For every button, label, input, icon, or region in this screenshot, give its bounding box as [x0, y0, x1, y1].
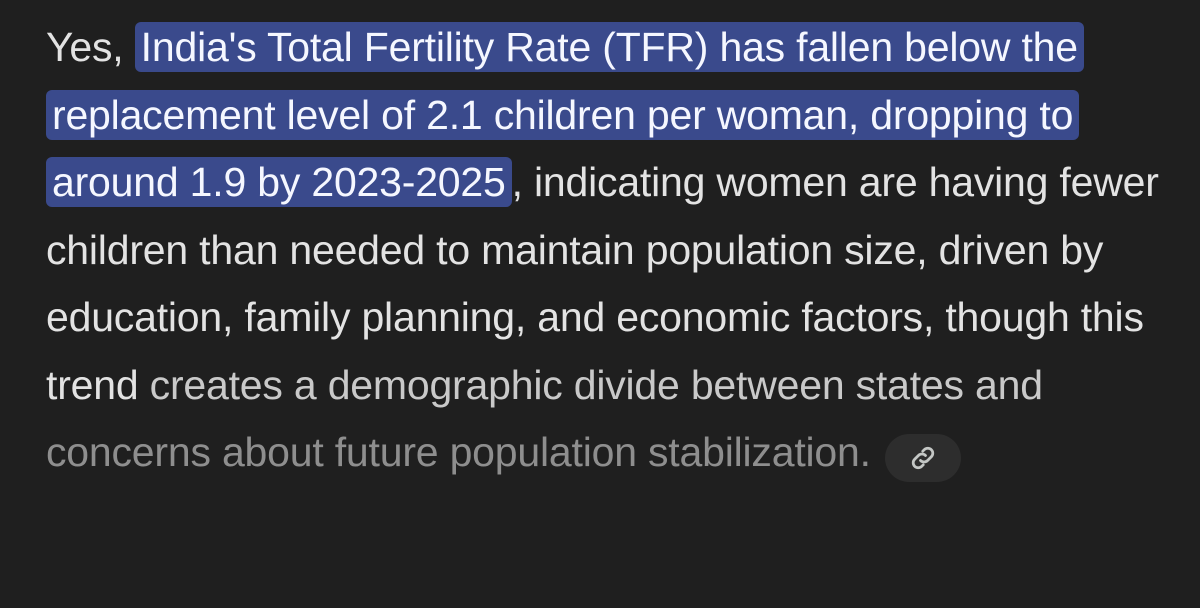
answer-continuation: , indicating women are having fewer chil… [46, 159, 1159, 408]
answer-lead: Yes, [46, 24, 135, 70]
answer-fading-text: creates a demographic divide between sta… [149, 361, 1043, 408]
link-icon [911, 446, 934, 470]
source-link-button[interactable] [884, 434, 961, 482]
highlighted-claim[interactable]: India's Total Fertility Rate (TFR) has f… [46, 22, 1084, 207]
answer-paragraph: Yes, India's Total Fertility Rate (TFR) … [46, 14, 1176, 487]
answer-faded-text: concerns about future population stabili… [46, 429, 871, 475]
